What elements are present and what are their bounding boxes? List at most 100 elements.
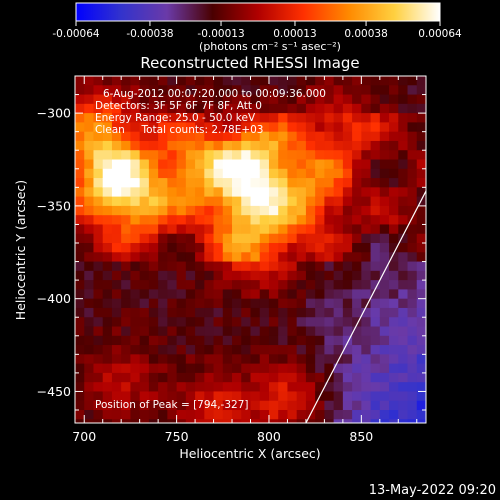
heatmap-cell xyxy=(315,326,325,337)
heatmap-cell xyxy=(130,345,141,355)
heatmap-cell xyxy=(296,243,307,253)
heatmap-cell xyxy=(222,94,233,105)
heatmap-cell xyxy=(305,382,316,393)
heatmap-cell xyxy=(333,76,344,86)
heatmap-cell xyxy=(370,187,381,198)
heatmap-cell xyxy=(195,76,205,86)
heatmap-cell xyxy=(352,289,362,300)
heatmap-cell xyxy=(84,224,95,235)
heatmap-cell xyxy=(315,354,325,365)
heatmap-cell xyxy=(407,372,418,383)
heatmap-cell xyxy=(416,159,426,170)
heatmap-cell xyxy=(84,168,95,179)
heatmap-cell xyxy=(398,150,409,161)
heatmap-cell xyxy=(407,76,418,86)
heatmap-cell xyxy=(176,419,187,423)
heatmap-cell xyxy=(287,159,298,170)
heatmap-cell xyxy=(287,187,298,198)
heatmap-cell xyxy=(204,280,215,290)
heatmap-cell xyxy=(102,113,113,123)
heatmap-cell xyxy=(416,76,426,86)
heatmap-cell xyxy=(361,103,372,114)
heatmap-cell xyxy=(315,187,325,198)
heatmap-cell xyxy=(84,289,95,300)
heatmap-cell xyxy=(278,215,289,226)
heatmap-cell xyxy=(241,159,252,170)
heatmap-cell xyxy=(333,363,344,374)
heatmap-cell xyxy=(176,178,187,188)
heatmap-cell xyxy=(305,307,316,318)
heatmap-cell xyxy=(93,113,104,123)
heatmap-cell xyxy=(139,196,150,207)
heatmap-cell xyxy=(139,94,150,105)
heatmap-cell xyxy=(176,233,187,244)
heatmap-cell xyxy=(379,140,390,151)
heatmap-cell xyxy=(84,410,95,420)
heatmap-cell xyxy=(352,270,362,281)
heatmap-cell xyxy=(342,150,353,161)
heatmap-cell xyxy=(185,122,196,133)
heatmap-cell xyxy=(139,76,150,86)
heatmap-cell xyxy=(185,391,196,402)
y-tick-label: −300 xyxy=(37,106,71,121)
heatmap-cell xyxy=(342,289,353,300)
heatmap-cell xyxy=(361,400,372,411)
heatmap-cell xyxy=(176,103,187,114)
heatmap-cell xyxy=(167,372,178,383)
heatmap-cell xyxy=(407,298,418,309)
heatmap-cell xyxy=(176,205,187,216)
heatmap-cell xyxy=(379,400,390,411)
heatmap-cell xyxy=(158,410,168,420)
heatmap-cell xyxy=(259,122,270,133)
heatmap-cell xyxy=(370,168,381,179)
heatmap-cell xyxy=(213,76,224,86)
heatmap-cell xyxy=(167,205,178,216)
heatmap-cell xyxy=(268,215,279,226)
heatmap-cell xyxy=(416,307,426,318)
heatmap-cell xyxy=(389,159,399,170)
heatmap-cell xyxy=(139,335,150,346)
x-tick-label: 700 xyxy=(72,429,96,444)
heatmap-cell xyxy=(296,289,307,300)
heatmap-cell xyxy=(370,76,381,86)
heatmap-cell xyxy=(370,400,381,411)
heatmap-cell xyxy=(315,419,325,423)
heatmap-cell xyxy=(93,243,104,253)
heatmap-cell xyxy=(148,85,159,96)
heatmap-cell xyxy=(370,140,381,151)
heatmap-cell xyxy=(389,410,399,420)
colorbar-tick-label: -0.00038 xyxy=(126,28,173,40)
heatmap-cell xyxy=(352,205,362,216)
heatmap-cell xyxy=(287,289,298,300)
heatmap-cell xyxy=(398,419,409,423)
heatmap-cell xyxy=(268,363,279,374)
heatmap-cell xyxy=(296,410,307,420)
heatmap-cell xyxy=(185,326,196,337)
heatmap-cell xyxy=(176,76,187,86)
heatmap-cell xyxy=(195,410,205,420)
heatmap-cell xyxy=(287,205,298,216)
heatmap-cell xyxy=(222,159,233,170)
heatmap-cell xyxy=(268,233,279,244)
heatmap-cell xyxy=(213,113,224,123)
heatmap-cell xyxy=(324,178,335,188)
heatmap-cell xyxy=(213,205,224,216)
heatmap-cell xyxy=(167,298,178,309)
heatmap-cell xyxy=(195,298,205,309)
heatmap-cell xyxy=(121,196,132,207)
heatmap-cell xyxy=(333,298,344,309)
heatmap-cell xyxy=(389,76,399,86)
heatmap-cell xyxy=(361,354,372,365)
heatmap-cell xyxy=(379,168,390,179)
heatmap-cell xyxy=(167,187,178,198)
heatmap-cell xyxy=(287,270,298,281)
heatmap-cell xyxy=(167,335,178,346)
heatmap-cell xyxy=(352,335,362,346)
heatmap-cell xyxy=(232,122,242,133)
colorbar-tick-label: 0.00038 xyxy=(344,28,387,40)
heatmap-cell xyxy=(222,410,233,420)
heatmap-cell xyxy=(75,233,85,244)
heatmap-cell xyxy=(185,224,196,235)
heatmap-cell xyxy=(111,233,122,244)
heatmap-cell xyxy=(139,289,150,300)
